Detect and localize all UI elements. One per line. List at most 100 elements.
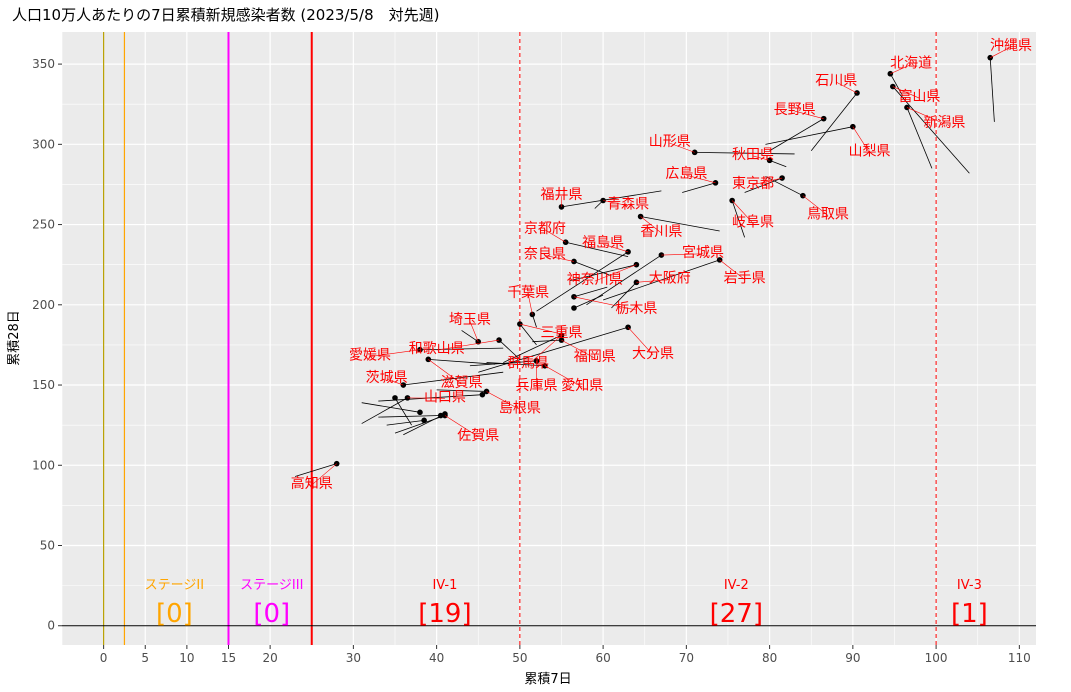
point-label: 岐阜県	[732, 213, 774, 230]
label-leader-line	[486, 391, 521, 410]
x-tick-label: 70	[679, 651, 694, 665]
x-tick-label: 90	[845, 651, 860, 665]
label-leader-line	[836, 81, 858, 94]
movement-segment	[744, 177, 783, 193]
movement-segment	[378, 415, 441, 418]
movement-segment	[419, 347, 504, 351]
point-label: 岩手県	[724, 271, 766, 287]
movement-segment	[611, 282, 637, 309]
label-leader-line	[527, 335, 562, 365]
movement-segment	[536, 251, 629, 312]
label-leader-line	[661, 253, 704, 256]
y-tick-label: 0	[47, 619, 55, 633]
movement-segment	[486, 362, 545, 367]
stage-label: ステージII	[145, 578, 204, 593]
label-leader-line	[802, 195, 829, 216]
movement-segment	[765, 126, 853, 145]
label-leader-line	[669, 142, 695, 153]
x-tick-label: 40	[429, 651, 444, 665]
movement-segment	[361, 402, 421, 413]
movement-segment	[403, 413, 446, 436]
movement-segment	[892, 86, 970, 174]
point-label: 富山県	[898, 88, 940, 105]
label-leader-line	[603, 200, 629, 206]
movement-segment	[461, 330, 479, 343]
movement-segment	[810, 92, 858, 151]
data-point	[421, 417, 427, 424]
label-leader-line	[752, 177, 783, 186]
point-label: 高知県	[291, 475, 333, 492]
label-leader-line	[544, 255, 575, 262]
label-leader-line	[428, 359, 462, 385]
stage-count: [0]	[253, 599, 290, 629]
x-tick-label: 80	[762, 651, 777, 665]
data-point	[571, 305, 577, 311]
stage-count: [27]	[710, 599, 763, 629]
point-label: 大阪府	[649, 271, 691, 287]
label-leader-line	[627, 327, 654, 356]
x-tick-label: 5	[141, 651, 149, 665]
chart-title: 人口10万人あたりの7日累積新規感染者数 (2023/5/8 対先週)	[12, 6, 439, 24]
point-label: 山梨県	[849, 144, 891, 160]
point-label: 福島県	[582, 235, 624, 251]
movement-segment	[503, 334, 562, 363]
label-leader-line	[561, 339, 595, 359]
movement-segment	[769, 160, 787, 168]
point-label: 新潟県	[923, 115, 965, 131]
label-leader-line	[636, 279, 670, 283]
point-label: 和歌山県	[409, 341, 465, 357]
point-label: 滋賀県	[441, 375, 483, 391]
axis-ticks: 0 50 100 150 200 250 300 350 0 5 10 15 20 30 40 50 60 70 8…	[32, 57, 1031, 665]
label-leader-line	[990, 46, 1012, 58]
label-leader-line	[640, 216, 662, 234]
movement-segment	[769, 118, 824, 152]
label-leader-line	[752, 155, 770, 161]
label-leader-line	[544, 229, 566, 243]
point-label: 大分県	[632, 346, 674, 362]
plot-panel	[62, 32, 1036, 645]
y-tick-label: 200	[32, 298, 55, 312]
point-label: 青森県	[607, 197, 649, 213]
point-label: 埼玉県	[449, 312, 491, 328]
point-label: 奈良県	[524, 246, 566, 262]
label-leader-line	[686, 174, 716, 184]
x-tick-label: 10	[179, 651, 194, 665]
label-leader-line	[444, 415, 479, 438]
y-tick-label: 150	[32, 378, 55, 392]
label-leader-line	[436, 339, 500, 351]
point-label: 福岡県	[574, 349, 616, 365]
x-tick-label: 50	[512, 651, 527, 665]
stage-lines	[62, 32, 1036, 645]
label-leader-line	[386, 378, 404, 386]
data-point	[400, 382, 407, 388]
x-tick-label: 15	[221, 651, 236, 665]
x-axis-title: 累積7日	[524, 672, 571, 687]
y-tick-label: 250	[32, 218, 55, 232]
label-leader-line	[594, 264, 637, 282]
movement-segment	[573, 294, 604, 309]
point-label: 東京都	[732, 176, 774, 192]
label-leader-line	[469, 321, 479, 342]
movement-segment	[731, 200, 746, 238]
movement-segment	[394, 397, 412, 426]
label-leader-line	[852, 126, 870, 153]
movement-segment	[386, 419, 425, 426]
x-tick-label: 60	[595, 651, 610, 665]
point-label: 佐賀県	[457, 428, 499, 444]
movement-segment	[532, 339, 562, 343]
movement-segment	[573, 286, 608, 298]
point-label: 三重県	[540, 325, 582, 341]
movement-segment	[573, 261, 612, 277]
point-label: 長野県	[774, 102, 816, 118]
movement-segment	[561, 190, 662, 208]
label-leader-line	[369, 349, 421, 357]
label-leader-line	[573, 296, 637, 311]
stage-annotations: ステージII [0] ステージIII [0] IV-1 [19] IV-2 [27] IV-3 […	[145, 578, 988, 629]
y-tick-label: 50	[40, 539, 55, 553]
movement-segment	[428, 358, 495, 365]
y-tick-label: 350	[32, 57, 55, 71]
point-label: 山口県	[424, 389, 466, 405]
x-tick-label: 100	[925, 651, 948, 665]
x-tick-label: 110	[1008, 651, 1031, 665]
